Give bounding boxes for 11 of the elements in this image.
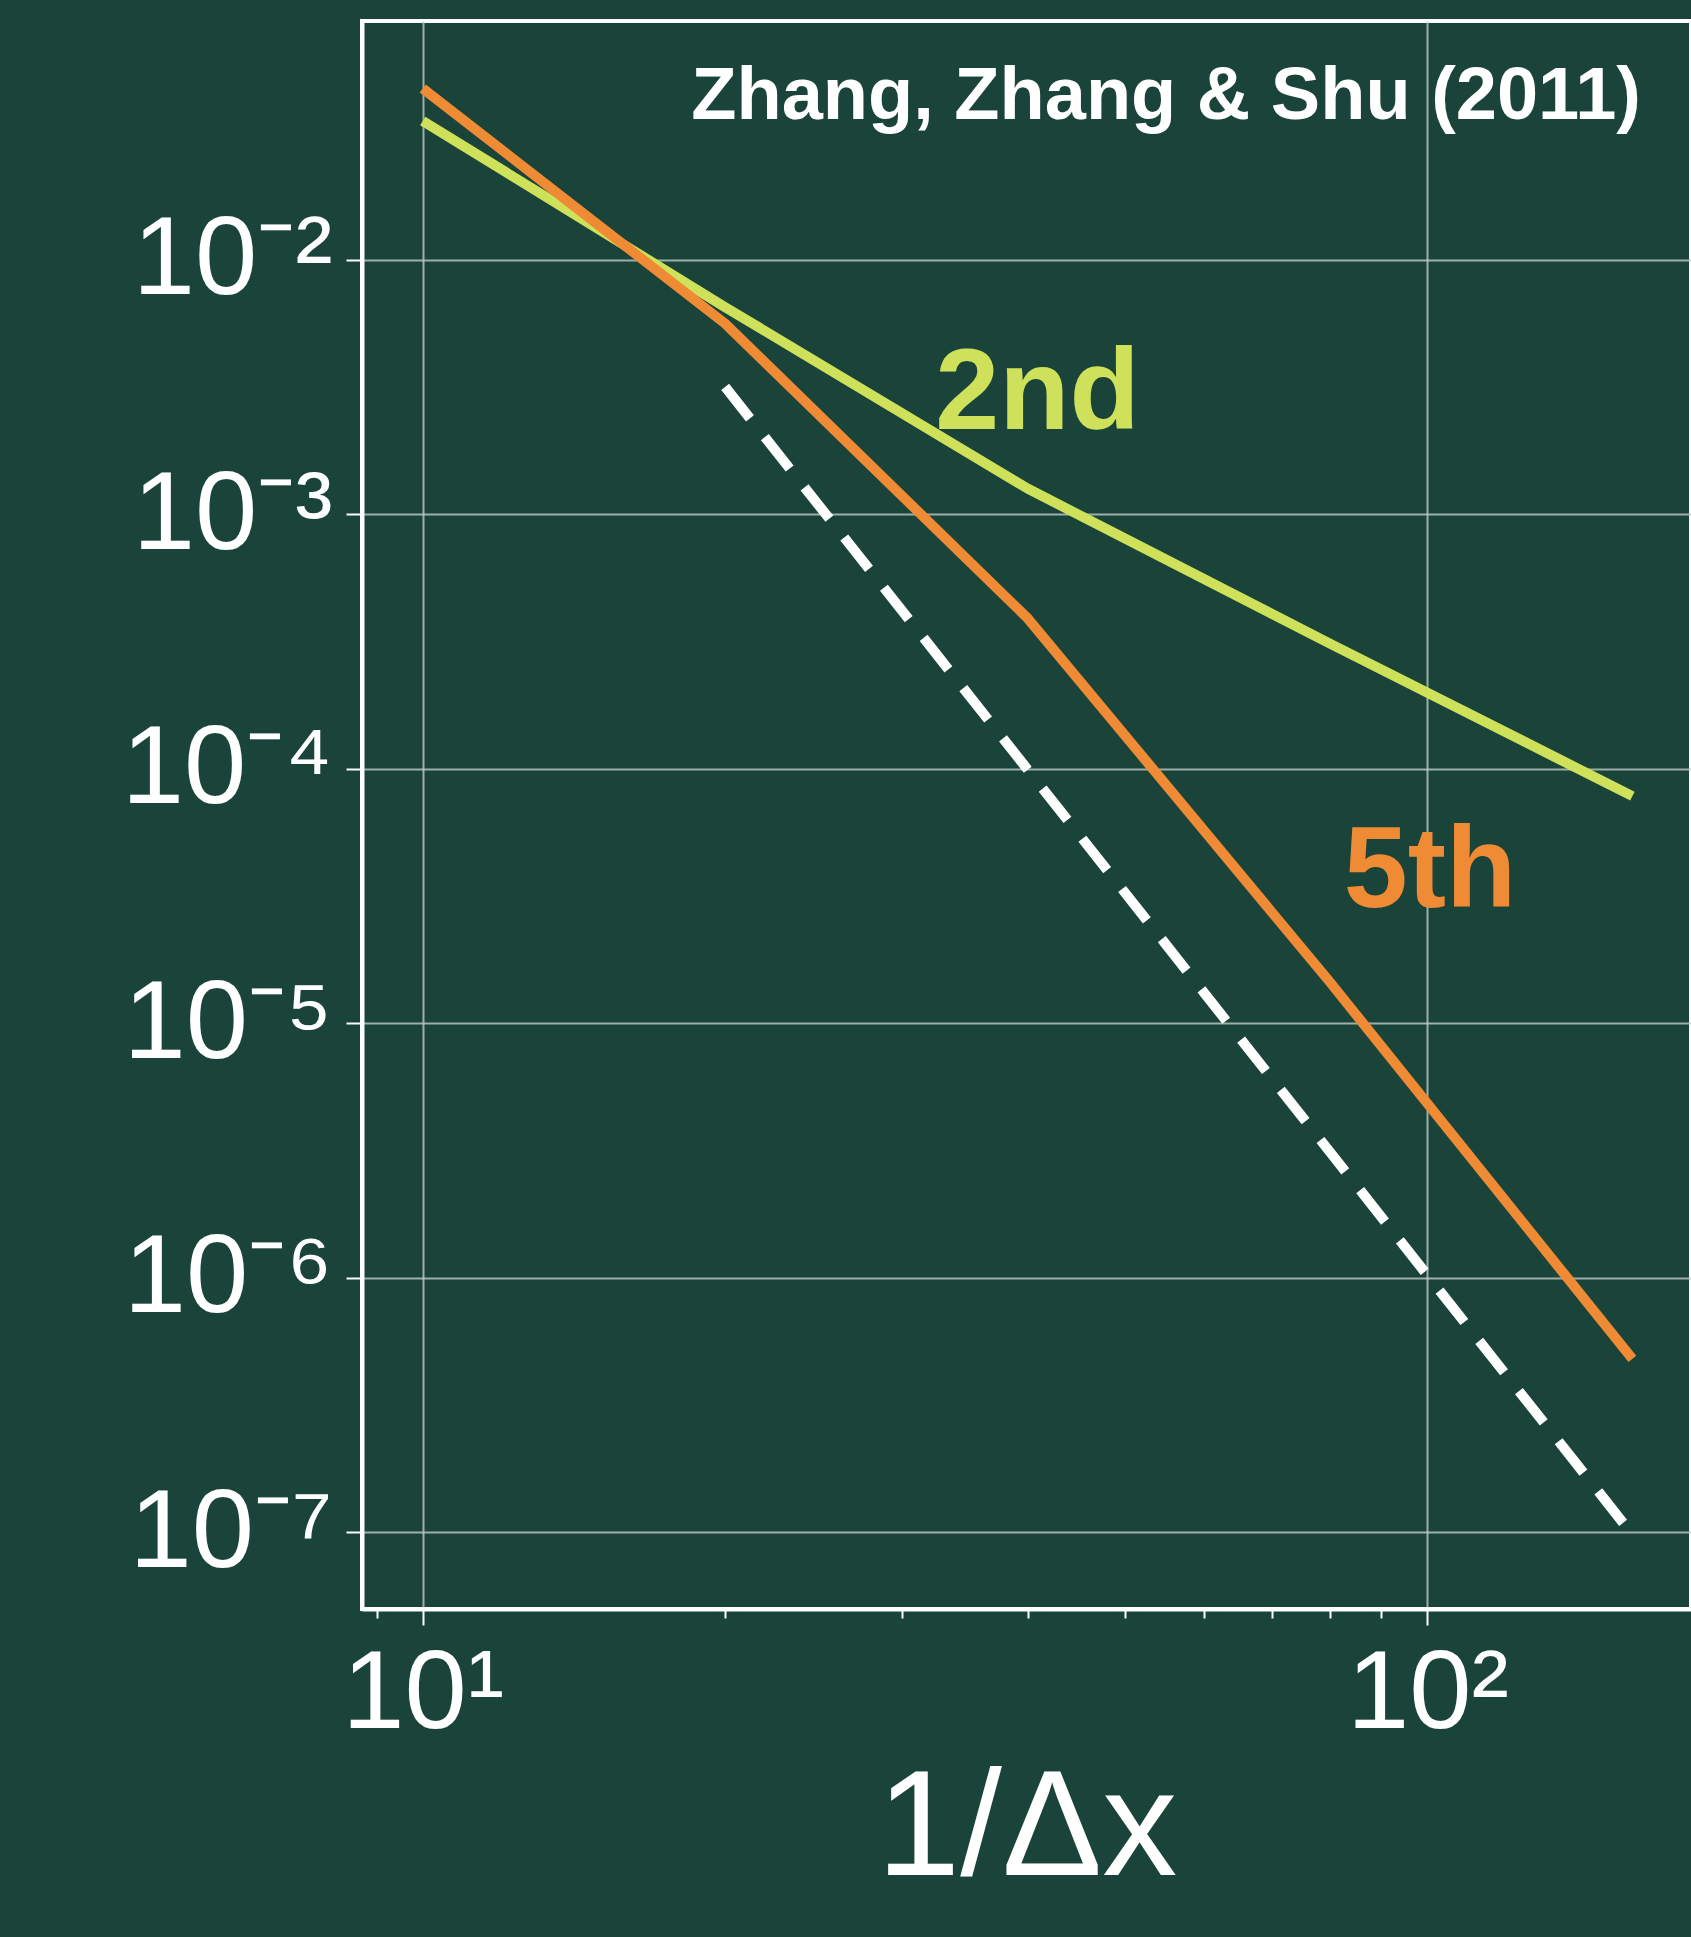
x-tick-label: 10² xyxy=(1346,1626,1509,1752)
y-tick-label: 10⁻⁴ xyxy=(121,702,333,828)
x-axis-title: 1/Δx xyxy=(876,1738,1178,1907)
y-tick-label: 10⁻⁵ xyxy=(123,956,333,1082)
series-label: 2nd xyxy=(935,324,1140,453)
x-tick-label: 10¹ xyxy=(342,1626,505,1752)
y-tick-label: 10⁻³ xyxy=(132,447,333,573)
y-tick-label: 10⁻² xyxy=(132,193,333,319)
y-tick-label: 10⁻⁶ xyxy=(123,1211,333,1337)
annotation: Zhang, Zhang & Shu (2011) xyxy=(691,52,1641,135)
y-tick-label: 10⁻⁷ xyxy=(129,1465,333,1591)
